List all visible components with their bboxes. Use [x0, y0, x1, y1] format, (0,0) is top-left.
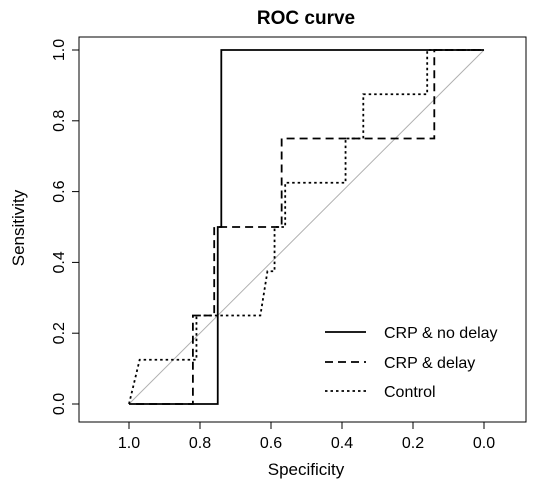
- x-axis: 1.0 0.8 0.6 0.4 0.2 0.0: [118, 421, 495, 452]
- x-tick-label: 0.0: [473, 435, 495, 452]
- y-tick-label: 0.8: [51, 110, 68, 132]
- y-tick-label: 0.0: [51, 393, 68, 415]
- legend: CRP & no delay CRP & delay Control: [325, 325, 498, 401]
- y-axis: 0.0 0.2 0.4 0.6 0.8 1.0: [51, 39, 80, 415]
- y-tick-label: 1.0: [51, 39, 68, 61]
- x-tick-label: 0.2: [402, 435, 424, 452]
- x-tick-label: 0.4: [331, 435, 353, 452]
- x-tick-label: 0.8: [189, 435, 211, 452]
- legend-label: CRP & delay: [384, 355, 475, 372]
- y-axis-label: Sensitivity: [9, 189, 28, 266]
- reference-line: [128, 49, 485, 405]
- legend-label: CRP & no delay: [384, 325, 498, 342]
- legend-label: Control: [384, 384, 436, 401]
- y-tick-label: 0.2: [51, 322, 68, 344]
- series-line-dashed: [136, 49, 484, 405]
- series-lines: [128, 49, 484, 405]
- y-tick-label: 0.4: [51, 251, 68, 273]
- reference-diagonal: [128, 49, 485, 405]
- x-axis-label: Specificity: [268, 460, 345, 479]
- chart-title: ROC curve: [257, 8, 355, 29]
- y-tick-label: 0.6: [51, 180, 68, 202]
- x-tick-label: 1.0: [118, 435, 140, 452]
- x-tick-label: 0.6: [260, 435, 282, 452]
